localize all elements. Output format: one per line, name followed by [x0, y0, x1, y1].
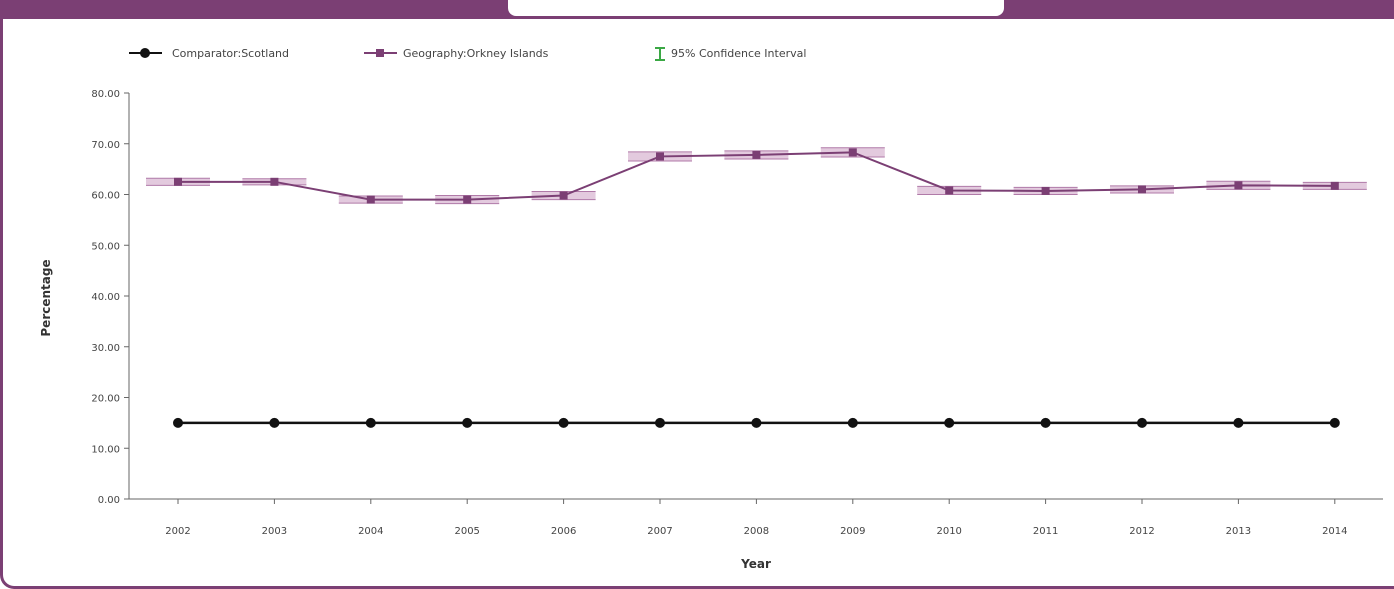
geography-point — [366, 195, 375, 204]
geography-point — [463, 195, 472, 204]
geography-point — [1138, 185, 1146, 194]
x-tick-label: 2006 — [551, 526, 576, 537]
legend-item-ci[interactable]: 95% Confidence Interval — [655, 47, 806, 61]
x-tick-label: 2002 — [165, 526, 190, 537]
legend-item-comparator[interactable]: Comparator:Scotland — [129, 47, 289, 60]
comparator-point — [558, 417, 569, 428]
comparator-point — [365, 417, 376, 428]
y-tick-label: 80.00 — [91, 89, 120, 100]
geography-point — [1041, 186, 1050, 195]
comparator-point — [173, 417, 183, 428]
y-tick-label: 20.00 — [91, 394, 120, 405]
x-tick-label: 2003 — [262, 526, 287, 537]
x-tick-label: 2012 — [1129, 526, 1154, 537]
x-tick-label: 2010 — [936, 526, 961, 537]
y-tick-label: 10.00 — [91, 444, 120, 455]
x-tick-label: 2009 — [840, 526, 865, 537]
comparator-point — [655, 417, 665, 428]
green-error-bar-icon — [655, 47, 665, 61]
geography-point — [270, 177, 279, 186]
title-tab-notch — [508, 0, 1004, 16]
legend-item-geography[interactable]: Geography:Orkney Islands — [364, 47, 549, 60]
legend-label-geography: Geography:Orkney Islands — [403, 47, 549, 60]
geography-point — [752, 150, 761, 159]
geography-point — [174, 177, 182, 186]
geography-point — [1234, 181, 1243, 190]
x-tick-label: 2008 — [744, 526, 769, 537]
legend-label-ci: 95% Confidence Interval — [671, 47, 806, 60]
legend: Comparator:Scotland Geography:Orkney Isl… — [129, 47, 806, 61]
y-tick-label: 40.00 — [91, 292, 120, 303]
comparator-point — [847, 417, 858, 428]
comparator-point — [269, 417, 280, 428]
geography-point — [848, 148, 857, 157]
comparator-point — [1233, 417, 1244, 428]
comparator-point — [1040, 417, 1051, 428]
x-tick-label: 2007 — [647, 526, 672, 537]
x-tick-label: 2014 — [1322, 526, 1347, 537]
legend-label-comparator: Comparator:Scotland — [172, 47, 289, 60]
y-tick-label: 0.00 — [98, 495, 120, 506]
y-tick-label: 70.00 — [91, 140, 120, 151]
black-circle-marker-icon — [140, 48, 150, 58]
geography-point — [656, 152, 664, 161]
purple-square-marker-icon — [376, 49, 384, 57]
x-tick-label: 2004 — [358, 526, 383, 537]
geography-point — [559, 191, 568, 200]
x-axis-title: Year — [740, 557, 771, 571]
y-tick-label: 30.00 — [91, 343, 120, 354]
x-tick-label: 2013 — [1226, 526, 1251, 537]
x-tick-label: 2011 — [1033, 526, 1058, 537]
axes: 0.00 10.00 20.00 30.00 40.00 50.00 60.00 70.00 8… — [91, 89, 1383, 537]
data-markers — [173, 148, 1340, 428]
comparator-point — [462, 417, 473, 428]
y-tick-label: 60.00 — [91, 191, 120, 202]
comparator-point — [751, 417, 762, 428]
y-tick-label: 50.00 — [91, 241, 120, 252]
y-axis-title: Percentage — [39, 259, 53, 336]
title-bar — [0, 0, 1394, 19]
geography-point — [945, 186, 954, 195]
comparator-point — [1137, 417, 1147, 428]
geography-point — [1330, 181, 1339, 190]
x-tick-label: 2005 — [454, 526, 479, 537]
comparator-point — [944, 417, 955, 428]
comparator-point — [1329, 417, 1340, 428]
